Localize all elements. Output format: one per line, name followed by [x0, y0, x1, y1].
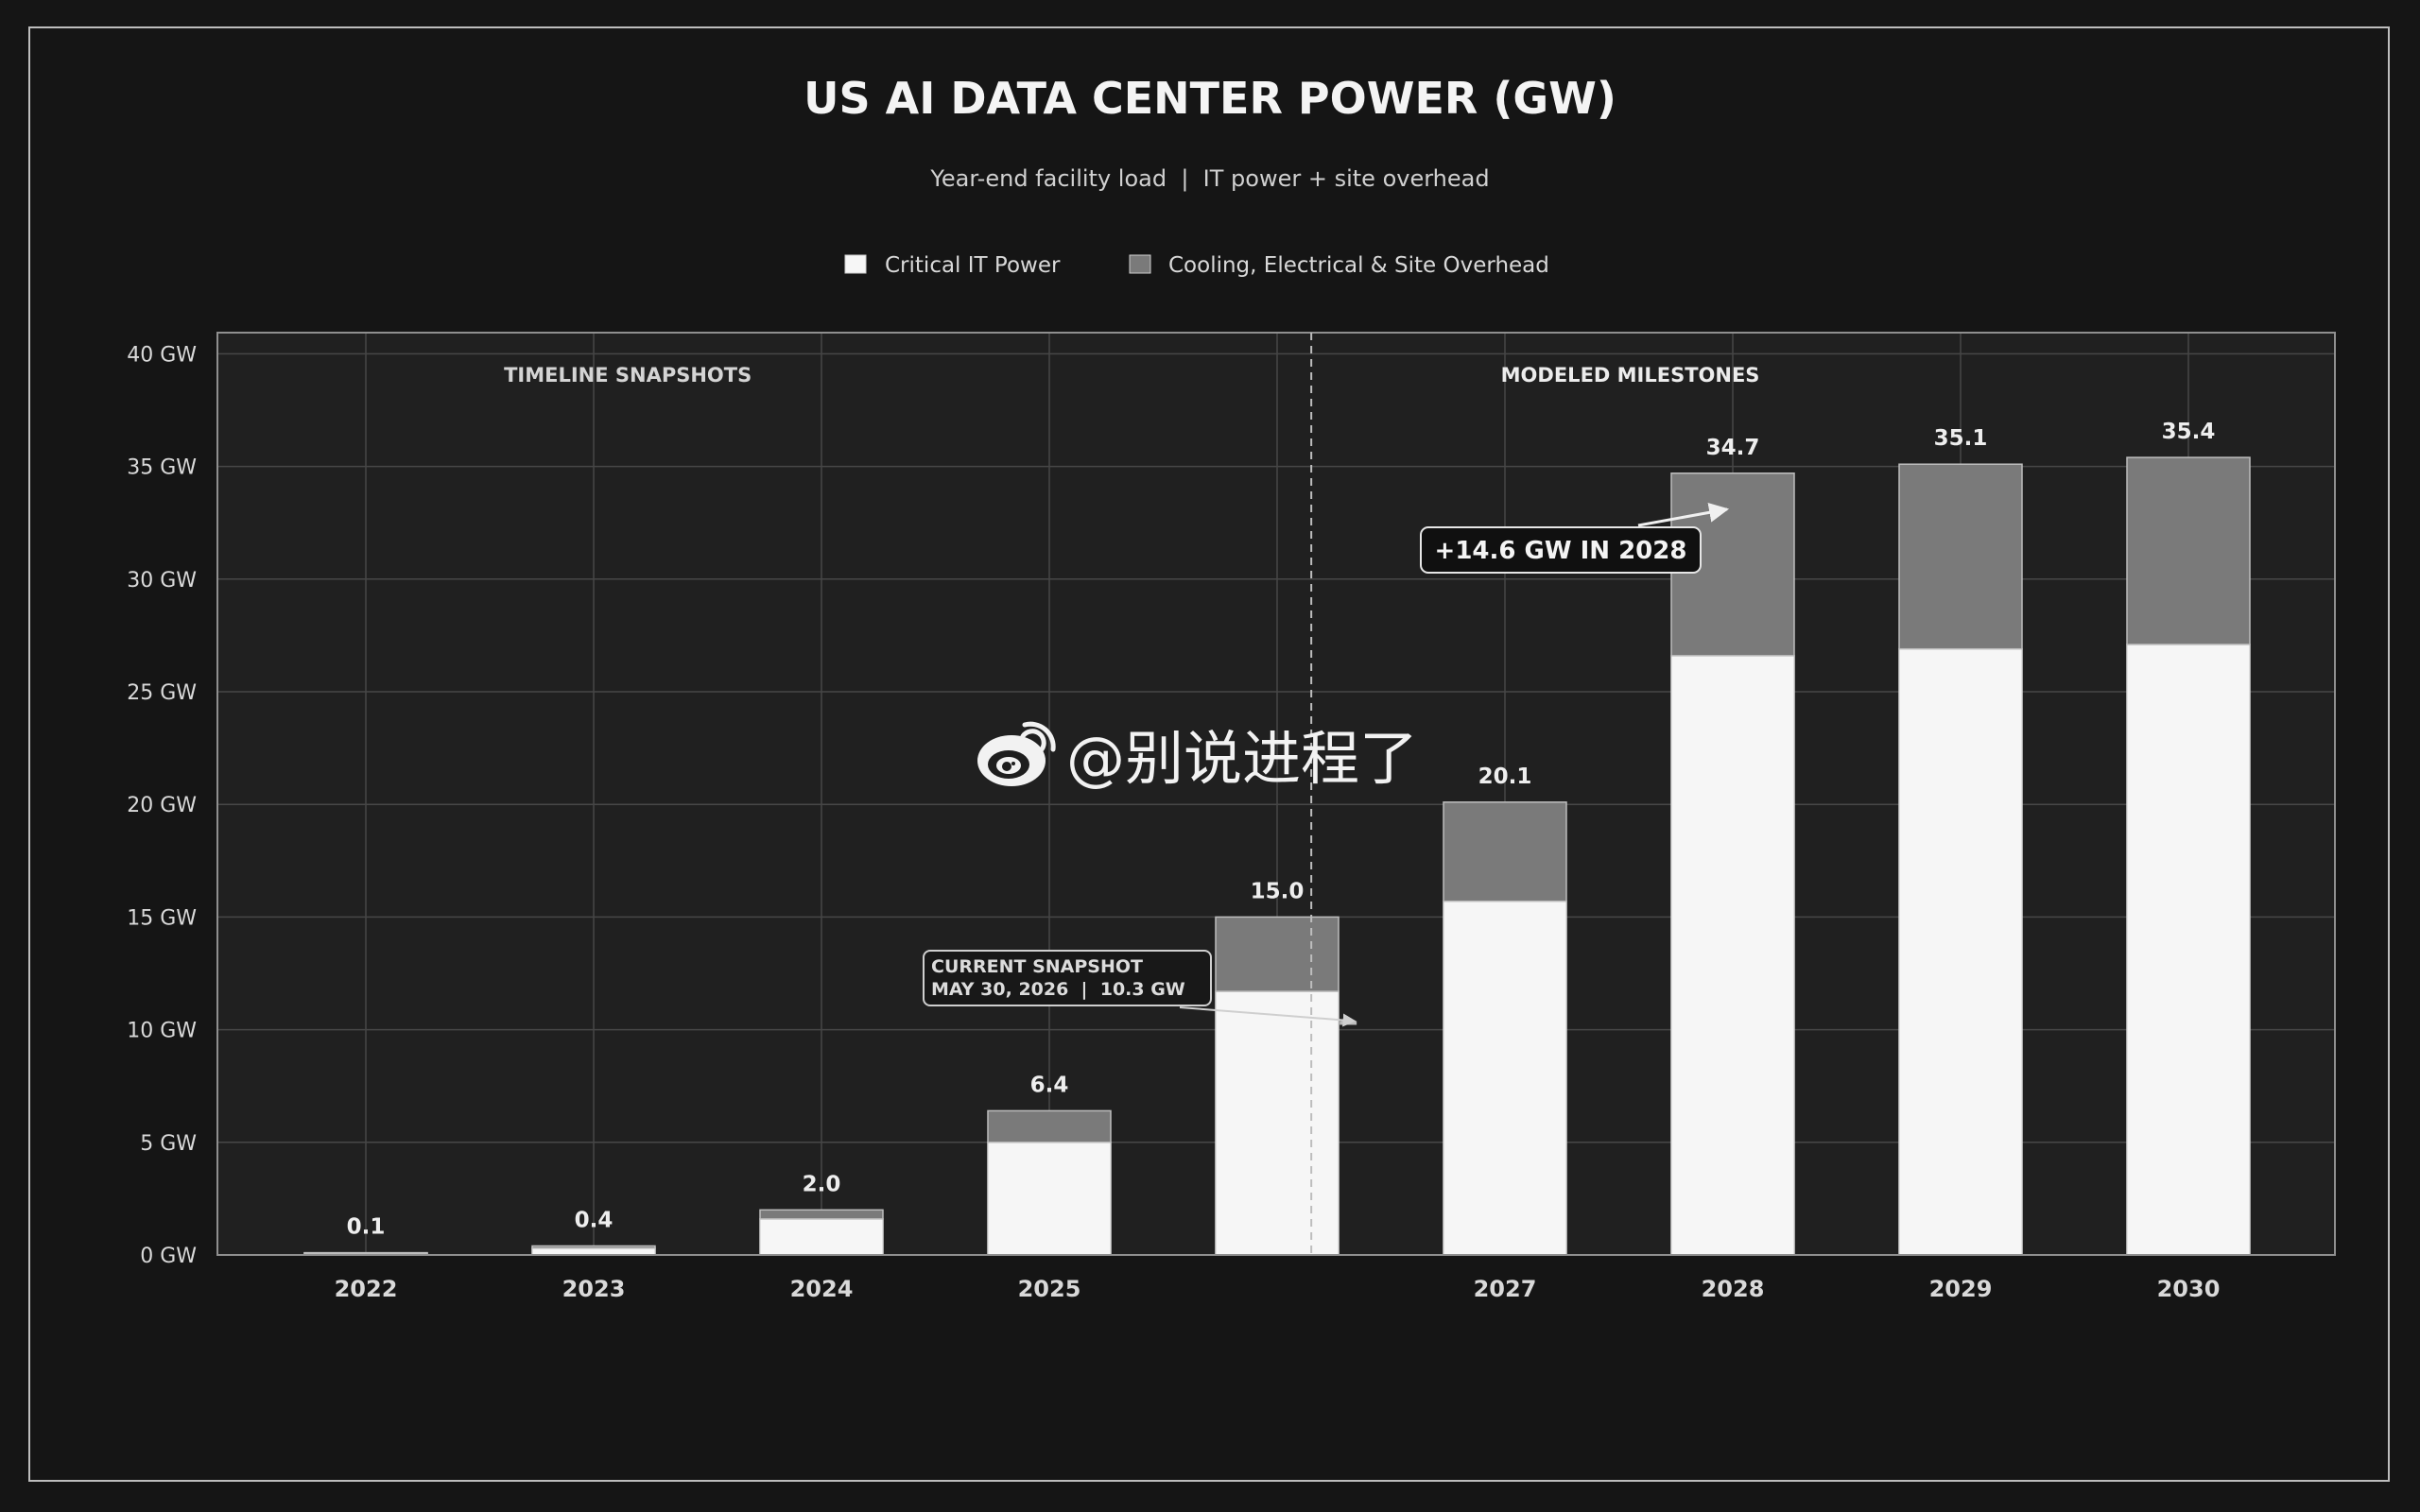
bar-critical-it — [531, 1247, 656, 1256]
current-snapshot-annotation: CURRENT SNAPSHOT MAY 30, 2026 | 10.3 GW — [923, 950, 1357, 1027]
y-tick-label: 0 GW — [140, 1245, 197, 1268]
y-tick-label: 30 GW — [127, 569, 197, 593]
y-tick-label: 35 GW — [127, 456, 197, 480]
annotation-2028: +14.6 GW IN 2028 — [1420, 502, 1730, 574]
x-tick-label: 2022 — [335, 1276, 398, 1302]
legend: Critical IT Power Cooling, Electrical & … — [844, 253, 1549, 278]
bar-total-label: 20.1 — [1478, 765, 1532, 789]
bar-critical-it — [1215, 990, 1340, 1256]
current-snapshot-line2: MAY 30, 2026 | 10.3 GW — [931, 979, 1185, 1000]
x-tick-label: 2025 — [1018, 1276, 1081, 1302]
legend-swatch-overhead — [1129, 254, 1151, 274]
x-tick-label: 2029 — [1929, 1276, 1993, 1302]
bar-overhead — [759, 1209, 884, 1220]
current-snapshot-box — [923, 950, 1212, 1006]
bar-total-label: 0.4 — [575, 1208, 614, 1232]
legend-label-overhead: Cooling, Electrical & Site Overhead — [1168, 253, 1549, 278]
y-axis: 0 GW 5 GW 10 GW 15 GW 20 GW 25 GW 30 GW 35 GW 40… — [127, 343, 197, 1268]
chart-subtitle: Year-end facility load | IT power + site… — [929, 165, 1489, 192]
x-tick-label: 2028 — [1702, 1276, 1765, 1302]
legend-swatch-critical-it — [844, 254, 867, 274]
y-tick-label: 25 GW — [127, 681, 197, 705]
bar-critical-it — [2126, 644, 2251, 1256]
x-tick-label: 2027 — [1474, 1276, 1537, 1302]
bar-total-label: 34.7 — [1706, 436, 1760, 460]
watermark-text: @别说进程了 — [1066, 724, 1418, 793]
bar-total-labels: 0.1 0.4 2.0 6.4 15.0 20.1 34.7 35.1 35.4 — [347, 420, 2216, 1240]
y-tick-label: 15 GW — [127, 906, 197, 930]
x-tick-label: 2024 — [790, 1276, 854, 1302]
bar-total-label: 35.1 — [1934, 426, 1988, 451]
current-snapshot-arrow — [1179, 1006, 1357, 1027]
bar-critical-it — [759, 1218, 884, 1256]
bar-critical-it — [1898, 647, 2023, 1256]
bar-critical-it — [987, 1142, 1112, 1256]
bars — [303, 456, 2251, 1256]
section-label-timeline-snapshots: TIMELINE SNAPSHOTS — [504, 364, 752, 387]
x-tick-label: 2030 — [2157, 1276, 2221, 1302]
x-tick-label: 2023 — [562, 1276, 626, 1302]
bar-total-label: 0.1 — [347, 1215, 386, 1240]
bar-overhead — [303, 1251, 428, 1255]
annotation-2028-text: +14.6 GW IN 2028 — [1435, 537, 1687, 565]
bar-critical-it — [1443, 900, 1567, 1256]
weibo-logo-icon — [977, 721, 1056, 786]
annotation-2028-box — [1420, 526, 1702, 574]
watermark: @别说进程了 — [977, 721, 1418, 793]
chart-title: US AI DATA CENTER POWER (GW) — [804, 73, 1616, 124]
y-tick-label: 5 GW — [140, 1132, 197, 1156]
bar-overhead — [987, 1109, 1112, 1143]
y-tick-label: 10 GW — [127, 1020, 197, 1043]
chart-frame — [28, 26, 2390, 1482]
legend-label-critical-it: Critical IT Power — [885, 253, 1061, 278]
bar-overhead — [1898, 463, 2023, 650]
annotation-2028-arrow — [1637, 502, 1730, 527]
bar-total-label: 2.0 — [803, 1172, 841, 1196]
current-snapshot-line1: CURRENT SNAPSHOT — [931, 956, 1143, 977]
bar-overhead — [2126, 456, 2251, 645]
y-tick-label: 40 GW — [127, 343, 197, 367]
bar-total-label: 6.4 — [1030, 1073, 1069, 1097]
bar-total-label: 35.4 — [2162, 420, 2216, 444]
y-tick-label: 20 GW — [127, 794, 197, 817]
bar-overhead — [1215, 916, 1340, 992]
bar-total-label: 15.0 — [1251, 879, 1305, 903]
bar-critical-it — [1670, 655, 1795, 1256]
bar-overhead — [531, 1245, 656, 1249]
bar-overhead — [1443, 801, 1567, 902]
plot-border — [216, 332, 2336, 1256]
x-axis: 2022 2023 2024 2025 2027 2028 2029 2030 — [335, 1276, 2221, 1302]
section-label-modeled-milestones: MODELED MILESTONES — [1501, 364, 1760, 387]
